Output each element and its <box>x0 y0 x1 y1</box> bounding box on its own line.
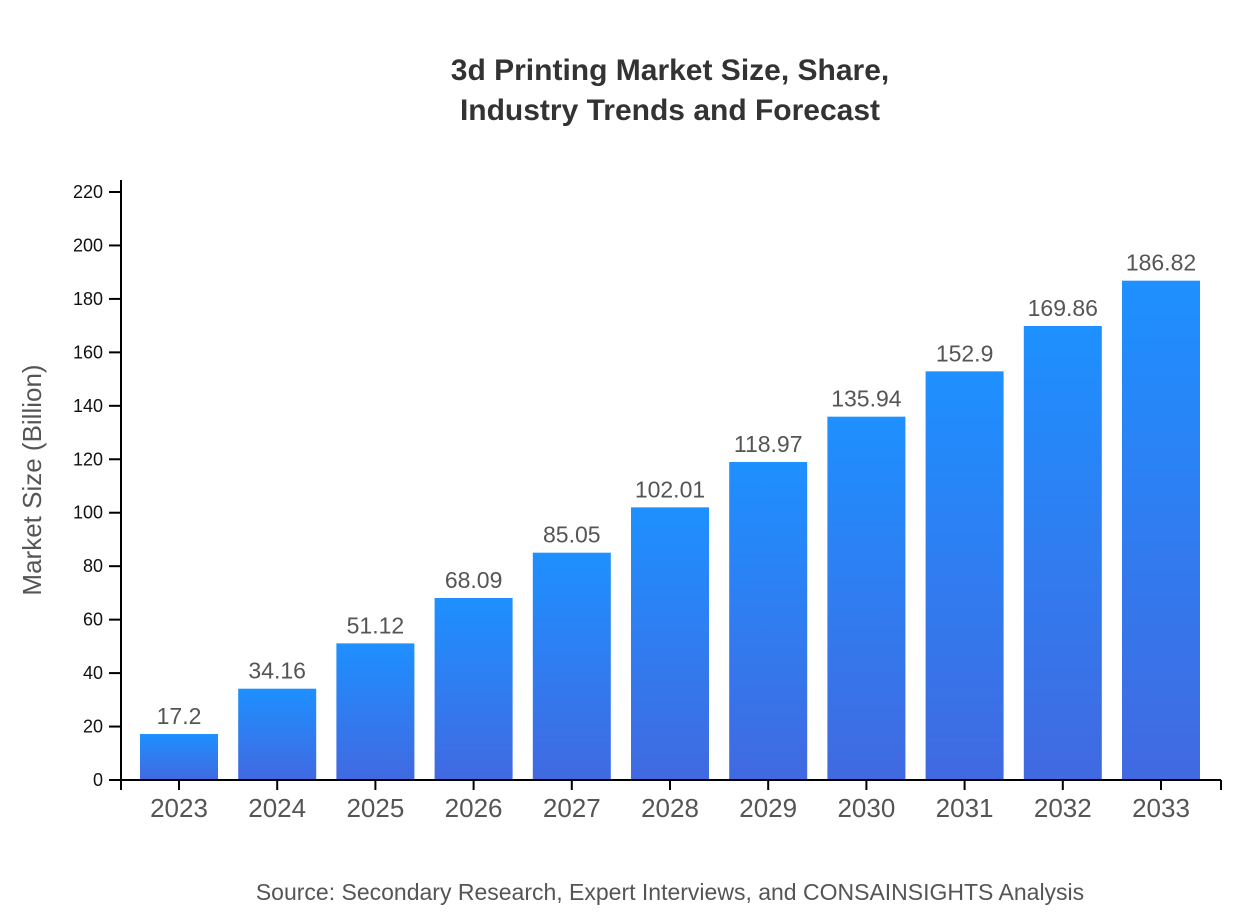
bar-2030 <box>827 416 906 780</box>
bars: 17.2 34.16 51.12 68.09 85.05 102.01 118.97 135.… <box>140 250 1200 780</box>
data-label-2032: 169.86 <box>1028 295 1098 321</box>
x-tick-label-2023: 2023 <box>150 793 208 823</box>
data-label-2023: 17.2 <box>157 703 202 729</box>
x-tick-label-2029: 2029 <box>739 793 797 823</box>
y-tick-label: 40 <box>83 663 103 683</box>
bar-2032 <box>1023 326 1102 780</box>
data-label-2028: 102.01 <box>635 476 705 502</box>
bar-2031 <box>925 371 1004 780</box>
x-axis: 2023 2024 2025 2026 2027 2028 2029 2030 2031 2032… <box>120 779 1222 823</box>
x-tick-label-2024: 2024 <box>248 793 306 823</box>
bar-2029 <box>729 462 808 780</box>
x-tick-label-2026: 2026 <box>445 793 503 823</box>
x-tick-label-2032: 2032 <box>1034 793 1092 823</box>
y-tick-label: 160 <box>73 342 103 362</box>
data-label-2024: 34.16 <box>248 658 306 684</box>
chart-title-line-2: Industry Trends and Forecast <box>460 94 880 127</box>
data-label-2030: 135.94 <box>831 386 902 412</box>
x-tick-label-2033: 2033 <box>1132 793 1190 823</box>
y-tick-label: 60 <box>83 610 103 630</box>
y-tick-label: 220 <box>73 182 103 202</box>
bar-2026 <box>434 598 513 780</box>
x-tick-label-2028: 2028 <box>641 793 699 823</box>
bar-2028 <box>631 507 709 780</box>
data-label-2033: 186.82 <box>1126 250 1196 276</box>
data-label-2029: 118.97 <box>734 431 803 457</box>
data-label-2031: 152.9 <box>936 340 994 366</box>
x-tick-label-2025: 2025 <box>346 793 404 823</box>
y-tick-label: 100 <box>73 503 103 523</box>
chart-title-line-1: 3d Printing Market Size, Share, <box>451 54 889 87</box>
x-tick-label-2027: 2027 <box>543 793 601 823</box>
bar-2023 <box>140 734 218 780</box>
y-axis: 0 20 40 60 80 100 120 140 160 180 200 220 <box>73 180 122 790</box>
y-tick-label: 140 <box>73 396 103 416</box>
y-axis-label: Market Size (Billion) <box>17 364 47 595</box>
x-tick-label-2031: 2031 <box>936 793 994 823</box>
data-label-2027: 85.05 <box>543 522 601 548</box>
y-tick-label: 20 <box>83 717 103 737</box>
bar-2024 <box>238 688 317 780</box>
bar-2027 <box>532 552 611 780</box>
y-tick-label: 80 <box>83 556 103 576</box>
source-note: Source: Secondary Research, Expert Inter… <box>256 879 1084 905</box>
bar-2025 <box>336 643 415 780</box>
y-tick-label: 0 <box>93 770 103 790</box>
y-tick-label: 120 <box>73 449 103 469</box>
data-label-2025: 51.12 <box>347 612 405 638</box>
y-tick-label: 200 <box>73 235 103 255</box>
bar-2033 <box>1122 280 1200 780</box>
y-tick-label: 180 <box>73 289 103 309</box>
x-tick-label-2030: 2030 <box>837 793 895 823</box>
data-label-2026: 68.09 <box>445 567 503 593</box>
